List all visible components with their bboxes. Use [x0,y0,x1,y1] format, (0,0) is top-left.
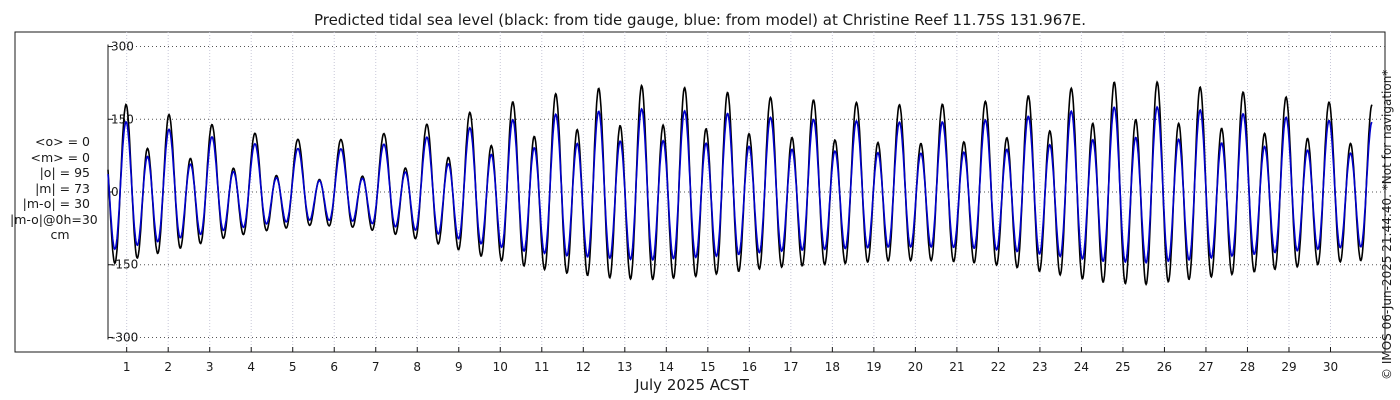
y-tick-label: -300 [111,330,138,344]
y-tick-label: 150 [111,112,134,126]
x-tick-label: 19 [866,360,881,374]
x-tick-label: 16 [742,360,757,374]
y-tick-label: 0 [111,185,119,199]
x-tick-label: 12 [576,360,591,374]
x-tick-label: 20 [908,360,923,374]
x-tick-label: 6 [330,360,338,374]
series-layer [107,80,1373,287]
series-line-model [107,105,1373,265]
x-tick-label: 27 [1198,360,1213,374]
x-tick-label: 23 [1032,360,1047,374]
x-tick-label: 4 [247,360,255,374]
stat-mean-observed: <o> = 0 [35,134,90,149]
grid [108,32,1385,352]
stats-panel: <o> = 0 <m> = 0 |o| = 95 |m| = 73 |m-o| … [10,134,110,243]
x-tick-label: 17 [783,360,798,374]
x-tick-label: 7 [372,360,380,374]
x-tick-label: 24 [1074,360,1089,374]
x-tick-label: 30 [1323,360,1338,374]
x-tick-label: 22 [991,360,1006,374]
stat-abs-model: |m| = 73 [35,180,90,196]
chart-title: Predicted tidal sea level (black: from t… [314,11,1086,29]
x-tick-label: 8 [413,360,421,374]
x-tick-label: 5 [289,360,297,374]
stat-unit: cm [50,227,70,242]
x-tick-label: 1 [123,360,131,374]
x-tick-label: 11 [534,360,549,374]
x-tick-label: 9 [455,360,463,374]
x-tick-label: 28 [1240,360,1255,374]
x-tick-label: 29 [1281,360,1296,374]
x-tick-label: 15 [700,360,715,374]
axes: 1 2 3 4 5 6 7 8 9 10 11 12 13 14 15 16 17 18 19 20 21 22 23 24 2… [107,40,1338,374]
x-tick-label: 10 [493,360,508,374]
copyright-notice: © IMOS 06-Jun-2025 21:44:40. *Not for na… [1380,69,1394,380]
y-tick-label: 300 [111,40,134,54]
x-tick-label: 14 [659,360,674,374]
y-tick-label: -150 [111,258,138,272]
stat-abs-diff-0h: |m-o|@0h=30 [10,211,98,227]
x-axis-label: July 2025 ACST [634,376,750,394]
stat-abs-diff: |m-o| = 30 [22,196,90,211]
x-tick-label: 13 [617,360,632,374]
x-tick-label: 25 [1115,360,1130,374]
stat-mean-model: <m> = 0 [30,149,91,165]
x-tick-label: 2 [164,360,172,374]
x-tick-label: 21 [949,360,964,374]
x-tick-label: 3 [206,360,214,374]
x-tick-label: 26 [1157,360,1172,374]
x-tick-label: 18 [825,360,840,374]
stat-abs-observed: |o| = 95 [39,165,90,180]
